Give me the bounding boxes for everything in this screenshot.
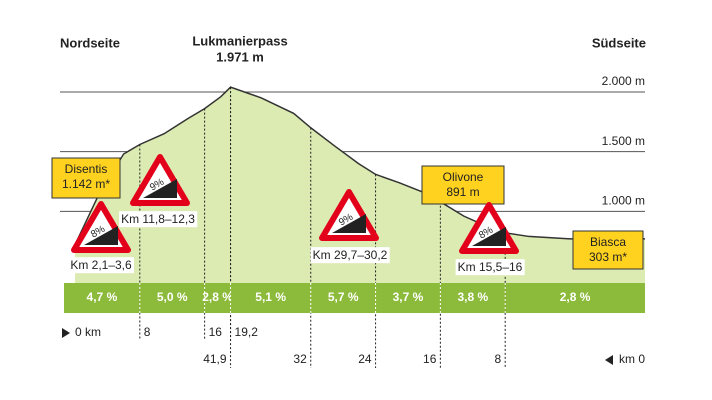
sign-range-bg bbox=[68, 257, 135, 274]
gradient-sign: 8% bbox=[459, 202, 519, 254]
sign-range: Km 29,7–30,2 bbox=[313, 248, 388, 262]
place-box bbox=[51, 157, 121, 199]
gradient-segment bbox=[204, 283, 231, 313]
x-tick-label: 16 bbox=[209, 325, 223, 339]
sign-range-bg bbox=[119, 211, 198, 228]
x-tick-label: 8 bbox=[144, 325, 151, 339]
sign-range: Km 2,1–3,6 bbox=[70, 258, 132, 272]
gradient-label: 5,1 % bbox=[255, 290, 286, 304]
place-name: Disentis bbox=[65, 162, 108, 176]
gradient-label: 4,7 % bbox=[87, 290, 118, 304]
gradient-segment bbox=[440, 283, 506, 313]
sign-slope bbox=[472, 227, 506, 246]
place-box bbox=[572, 230, 644, 270]
arrow-right bbox=[62, 328, 70, 338]
x-tick-label: 16 bbox=[423, 352, 437, 366]
gradient-segment bbox=[64, 283, 140, 313]
gradient-sign: 9% bbox=[130, 154, 190, 206]
left-label: Nordseite bbox=[60, 35, 120, 50]
place-elevation: 1.142 m* bbox=[62, 177, 110, 191]
gradient-label: 2,8 % bbox=[202, 290, 233, 304]
x-tick-label: 41,9 bbox=[203, 352, 227, 366]
gradient-label: 3,7 % bbox=[393, 290, 424, 304]
arrow-left bbox=[605, 355, 613, 365]
gradient-sign: 9% bbox=[319, 189, 379, 241]
gradient-segment bbox=[375, 283, 441, 313]
place-name: Olivone bbox=[443, 170, 484, 184]
chart-subtitle: 1.971 m bbox=[216, 49, 264, 64]
gradient-label: 2,8 % bbox=[560, 290, 591, 304]
sign-range-bg bbox=[310, 247, 390, 264]
x-tick-label: 19,2 bbox=[235, 325, 259, 339]
sign-range: Km 15,5–16 bbox=[458, 260, 523, 274]
gradient-label: 5,7 % bbox=[328, 290, 359, 304]
y-tick-label: 1.000 m bbox=[602, 194, 645, 208]
place-box bbox=[421, 165, 505, 205]
gradient-label: 5,0 % bbox=[157, 290, 188, 304]
sign-slope bbox=[332, 214, 366, 233]
right-label: Südseite bbox=[592, 35, 646, 50]
sign-range-bg bbox=[455, 259, 525, 276]
gradient-segment bbox=[230, 283, 311, 313]
gradient-segment bbox=[505, 283, 645, 313]
x-tick-label: 24 bbox=[358, 352, 372, 366]
gradient-segment bbox=[310, 283, 376, 313]
place-name: Biasca bbox=[590, 235, 626, 249]
place-elevation: 303 m* bbox=[589, 250, 627, 264]
gradient-sign: 8% bbox=[71, 201, 131, 253]
sign-slope bbox=[84, 226, 118, 245]
x-tick-label: 32 bbox=[293, 352, 307, 366]
sign-range: Km 11,8–12,3 bbox=[121, 212, 195, 226]
place-elevation: 891 m bbox=[446, 185, 479, 199]
chart-title: Lukmanierpass bbox=[192, 33, 287, 48]
y-tick-label: 1.500 m bbox=[602, 134, 645, 148]
sign-slope bbox=[143, 179, 177, 198]
gradient-label: 3,8 % bbox=[457, 290, 488, 304]
x-tick-label: 0 km bbox=[75, 325, 101, 339]
x-tick-label: km 0 bbox=[619, 352, 645, 366]
gradient-segment bbox=[139, 283, 205, 313]
y-tick-label: 2.000 m bbox=[602, 74, 645, 88]
x-tick-label: 8 bbox=[495, 352, 502, 366]
